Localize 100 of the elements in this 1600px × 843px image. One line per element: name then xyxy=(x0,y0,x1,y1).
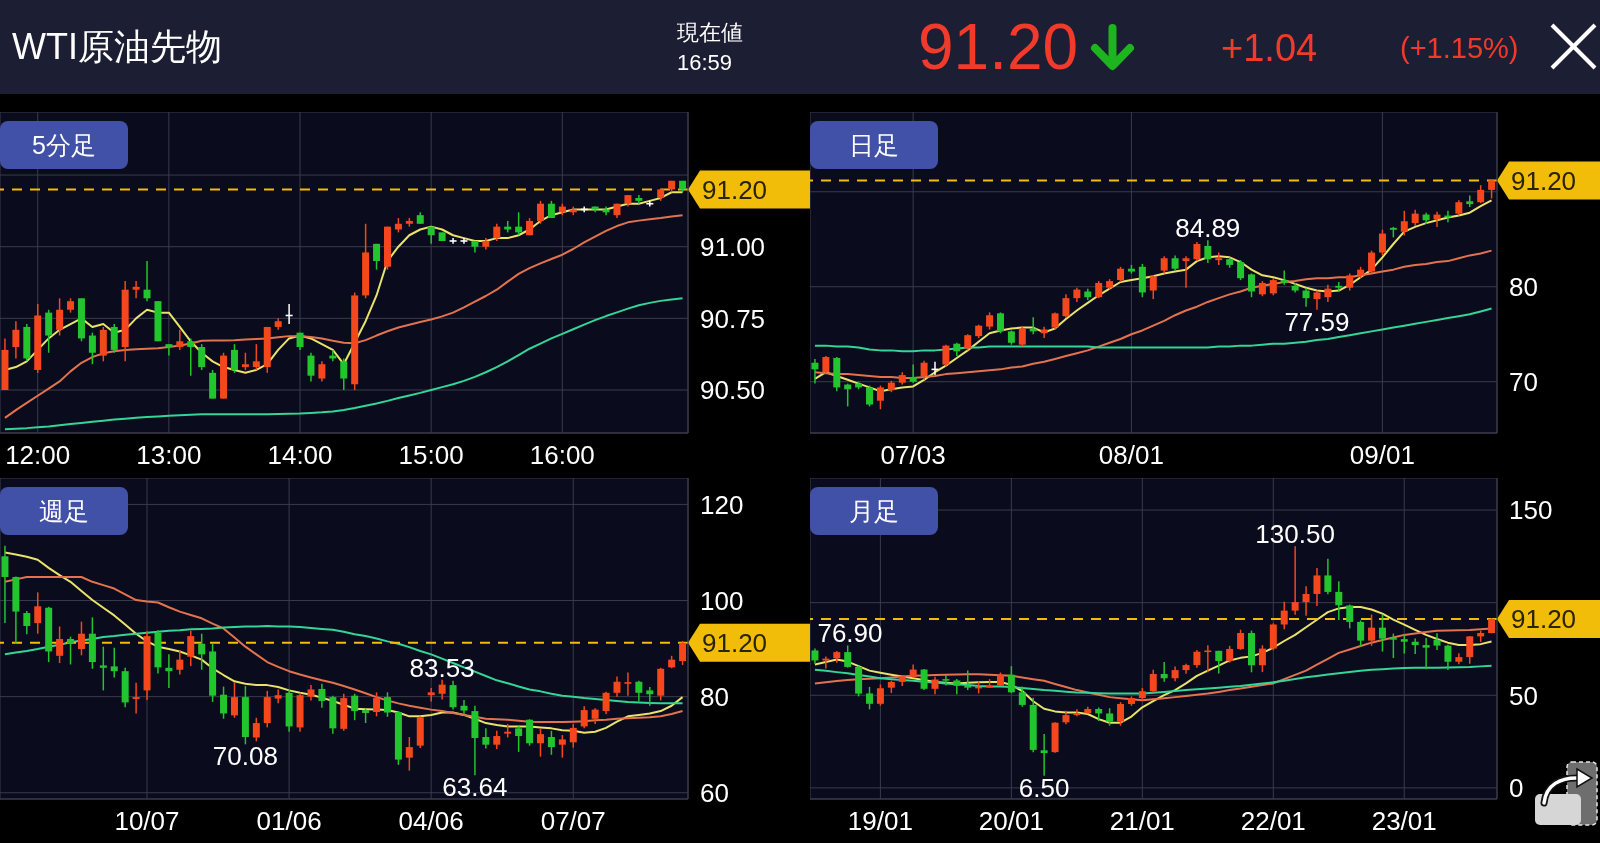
candlestick xyxy=(1477,184,1485,204)
candlestick xyxy=(1149,668,1157,694)
candlestick xyxy=(920,360,928,381)
candlestick xyxy=(110,323,118,354)
candlestick xyxy=(1466,194,1474,208)
x-tick-label: 20/01 xyxy=(978,806,1044,836)
candlestick xyxy=(230,343,238,374)
candlestick xyxy=(1018,325,1026,348)
candlestick xyxy=(187,630,195,667)
candlestick xyxy=(318,360,326,383)
annotation: 76.90 xyxy=(817,618,883,649)
text: WTI原油先物 xyxy=(12,26,222,67)
candlestick xyxy=(252,343,260,371)
candlestick xyxy=(1204,239,1212,264)
ref-line-label: 91.20 xyxy=(1511,604,1577,635)
y-tick-label: 50 xyxy=(1509,680,1538,711)
candlestick xyxy=(373,243,381,271)
y-tick-label: 80 xyxy=(1509,272,1538,303)
candlestick xyxy=(1302,585,1310,617)
x-tick-label: 07/03 xyxy=(880,440,946,470)
candlestick xyxy=(449,680,457,711)
candlestick xyxy=(1160,661,1168,683)
candlestick xyxy=(56,625,64,664)
candlestick xyxy=(1302,286,1310,308)
candlestick xyxy=(143,260,151,302)
candlestick xyxy=(1204,644,1212,674)
candlestick xyxy=(558,734,566,759)
candlestick xyxy=(1062,293,1070,319)
candlestick xyxy=(110,646,118,679)
candlestick xyxy=(1378,229,1386,257)
candlestick xyxy=(56,297,64,337)
x-tick-label: 08/01 xyxy=(1098,440,1164,470)
candlestick xyxy=(1247,272,1255,298)
title-badge: 5分足 xyxy=(0,121,128,169)
ref-line-label: 91.20 xyxy=(702,628,768,659)
candlestick xyxy=(1040,733,1048,777)
annotation: 63.64 xyxy=(442,772,508,803)
text: 現在値 xyxy=(677,20,743,45)
x-tick-label: 16:00 xyxy=(529,440,595,470)
x-tick-label: 14:00 xyxy=(267,440,333,470)
line-series xyxy=(3,214,684,419)
candlestick xyxy=(1007,665,1015,694)
x-tick-label: 22/01 xyxy=(1240,806,1306,836)
candlestick xyxy=(844,644,852,669)
x-tick-label: 10/07 xyxy=(114,806,180,836)
candlestick xyxy=(920,668,928,691)
x-tick-label: 21/01 xyxy=(1109,806,1175,836)
line-series xyxy=(3,625,684,705)
annotation: 83.53 xyxy=(409,652,475,683)
text: +1.04 xyxy=(1221,27,1318,69)
candlestick xyxy=(1368,613,1376,647)
ref-line-label: 91.20 xyxy=(702,174,768,205)
candlestick xyxy=(176,649,184,676)
y-tick-label: 60 xyxy=(700,778,729,809)
x-tick-label: 12:00 xyxy=(5,440,71,470)
candlestick xyxy=(67,635,75,666)
x-tick-label: 13:00 xyxy=(136,440,202,470)
x-tick-label: 15:00 xyxy=(398,440,464,470)
candlestick xyxy=(866,686,874,711)
y-tick-label: 100 xyxy=(700,585,744,616)
candlestick xyxy=(12,320,20,360)
candlestick xyxy=(1466,635,1474,665)
candlestick xyxy=(1411,637,1419,655)
candlestick xyxy=(77,620,85,657)
candlestick xyxy=(176,329,184,351)
candlestick xyxy=(34,591,42,635)
candlestick xyxy=(876,384,884,411)
candlestick xyxy=(536,200,544,225)
candlestick xyxy=(876,683,884,707)
candlestick xyxy=(198,343,206,371)
candlestick xyxy=(1313,289,1321,311)
candlestick xyxy=(526,718,534,747)
candlestick xyxy=(1291,545,1299,616)
y-tick-label: 0 xyxy=(1509,773,1524,804)
line-series xyxy=(813,605,1493,724)
x-tick-label: 19/01 xyxy=(847,806,913,836)
line-series xyxy=(3,297,684,431)
candlestick xyxy=(1193,241,1201,262)
candlestick xyxy=(318,682,326,709)
candlestick xyxy=(580,705,588,730)
y-tick-label: 90.75 xyxy=(700,303,766,334)
title-badge: 日足 xyxy=(810,121,938,169)
candlestick xyxy=(909,363,917,384)
candlestick xyxy=(1444,643,1452,671)
candlestick xyxy=(635,680,643,703)
annotation: 77.59 xyxy=(1284,306,1350,337)
ref-line-label: 91.20 xyxy=(1511,165,1577,196)
x-tick-label: 07/07 xyxy=(540,806,606,836)
x-tick-label: 23/01 xyxy=(1371,806,1437,836)
candlestick xyxy=(624,671,632,697)
candlestick xyxy=(1258,644,1266,673)
candlestick xyxy=(132,280,140,300)
candlestick xyxy=(1237,259,1245,281)
candlestick xyxy=(866,384,874,408)
candlestick xyxy=(373,691,381,718)
candlestick xyxy=(1018,685,1026,708)
candlestick xyxy=(635,194,643,205)
y-tick-label: 80 xyxy=(700,682,729,713)
candlestick xyxy=(383,691,391,718)
candlestick xyxy=(1149,274,1157,300)
